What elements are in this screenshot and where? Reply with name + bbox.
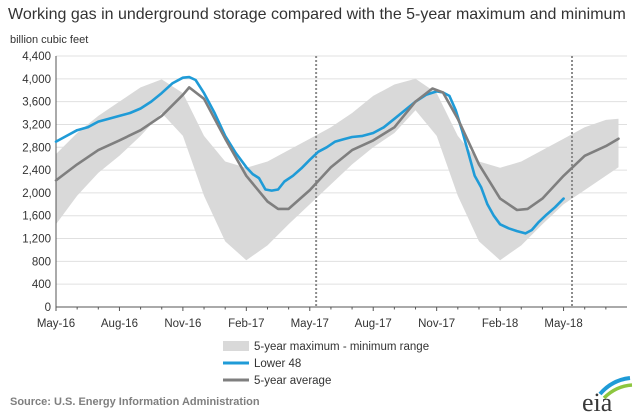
y-tick-label: 1,200 — [22, 234, 51, 246]
source-note: Source: U.S. Energy Information Administ… — [10, 396, 260, 408]
y-tick-label: 800 — [32, 256, 51, 268]
y-tick-label: 4,400 — [22, 51, 51, 63]
chart-title: Working gas in underground storage compa… — [8, 6, 626, 23]
y-axis-unit-label: billion cubic feet — [10, 34, 89, 46]
x-tick-label: Aug-17 — [355, 318, 392, 330]
y-tick-label: 2,800 — [22, 142, 51, 154]
x-tick-label: Feb-17 — [228, 318, 264, 330]
legend-swatch-band — [223, 341, 249, 351]
x-tick-label: May-17 — [291, 318, 329, 330]
legend-label-band: 5-year maximum - minimum range — [254, 341, 429, 353]
y-tick-label: 4,000 — [22, 74, 51, 86]
y-tick-label: 2,400 — [22, 165, 51, 177]
eia-logo: eia — [582, 376, 633, 414]
y-tick-label: 1,600 — [22, 211, 51, 223]
x-tick-label: Aug-16 — [101, 318, 138, 330]
x-tick-label: May-16 — [37, 318, 75, 330]
x-tick-label: Feb-18 — [482, 318, 518, 330]
legend-label-avg: 5-year average — [254, 375, 331, 387]
series-line-lower48 — [54, 75, 565, 235]
y-tick-label: 3,600 — [22, 97, 51, 109]
x-tick-label: May-18 — [544, 318, 582, 330]
y-tick-label: 0 — [45, 302, 51, 314]
y-tick-label: 400 — [32, 279, 51, 291]
y-tick-label: 2,000 — [22, 188, 51, 200]
svg-text:eia: eia — [582, 388, 613, 414]
x-tick-label: Nov-16 — [164, 318, 201, 330]
y-tick-label: 3,200 — [22, 119, 51, 131]
legend-label-lower48: Lower 48 — [254, 358, 301, 370]
series-line-avg — [54, 86, 620, 212]
x-tick-label: Nov-17 — [418, 318, 455, 330]
range-band-area — [56, 78, 619, 261]
